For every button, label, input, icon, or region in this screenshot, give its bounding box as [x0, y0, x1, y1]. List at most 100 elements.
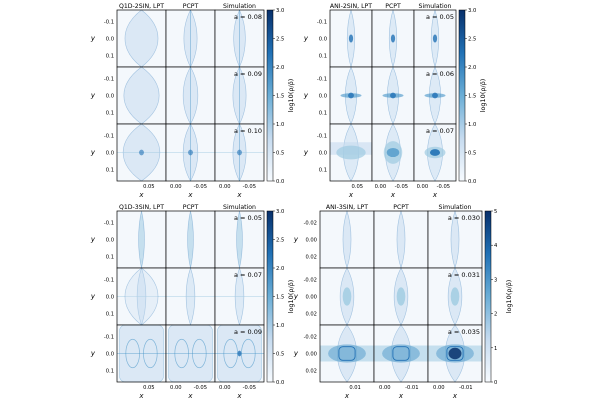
y-tick-label: 0.0 [319, 37, 327, 43]
colorbar-tick-label: 2.0 [276, 266, 284, 272]
colorbar-label: log10(ρ/ρ̄) [287, 79, 295, 113]
x-tick-label: 0.00 [417, 184, 429, 190]
x-tick-label: 0.00 [379, 385, 391, 391]
density-core [188, 149, 193, 156]
density-core [348, 34, 354, 43]
colorbar-tick-label: 3.0 [468, 8, 476, 14]
colorbar-tick-label: 1.5 [468, 94, 476, 100]
y-axis-label: y [90, 350, 96, 358]
colorbar-tick-label: 5 [494, 209, 497, 215]
y-tick-label: 0.0 [106, 37, 114, 43]
colorbar [484, 210, 492, 383]
panel-cell [214, 324, 265, 383]
x-tick-label: -0.05 [395, 184, 408, 190]
x-tick-label: 0.00 [219, 184, 231, 190]
density-core [237, 149, 242, 156]
x-axis-label: x [236, 392, 242, 400]
figure-ani2: ANI-2SIN, LPT PCPT Simulation a = 0.05 -0.1 0… [303, 3, 487, 199]
y-axis-label: y [90, 35, 96, 43]
y-tick-label: 0.0 [106, 238, 114, 244]
x-axis-label: x [398, 392, 404, 400]
y-tick-label: 0.0 [106, 352, 114, 358]
y-tick-label: 0.0 [106, 151, 114, 157]
density-core [382, 344, 420, 363]
panel-cell [319, 210, 375, 269]
panel-cell [373, 210, 429, 269]
x-axis-label: x [187, 191, 193, 199]
panel-cell [116, 210, 167, 269]
panel-cell [165, 324, 216, 383]
y-tick-label: 0.1 [106, 111, 114, 117]
y-axis-label: y [303, 149, 309, 157]
density-core [390, 92, 396, 99]
density-core [390, 34, 396, 43]
panel-cell [373, 267, 429, 326]
colorbar-tick-label: 1.5 [276, 295, 284, 301]
column-title: Simulation [223, 204, 256, 211]
density-core [386, 147, 400, 158]
y-axis-label: y [90, 92, 96, 100]
panel-cell [165, 66, 216, 125]
density-sheet [320, 345, 374, 362]
panel-frame [413, 123, 457, 182]
colorbar-tick-label: 1.0 [468, 122, 476, 128]
y-tick-label: 0.0 [106, 295, 114, 301]
panel-cell [427, 267, 483, 326]
x-tick-label: 0.01 [349, 385, 361, 391]
x-axis-label: x [344, 392, 350, 400]
colorbar-tick-label: 4 [494, 243, 498, 249]
panel-cell [427, 324, 483, 383]
y-tick-label: -0.1 [104, 277, 114, 283]
panel-cell [329, 66, 373, 125]
scale-factor-label: a = 0.030 [448, 214, 480, 222]
caustic-line [392, 346, 410, 361]
scale-factor-label: a = 0.09 [234, 70, 262, 78]
y-axis-label: y [90, 293, 96, 301]
colorbar-tick-label: 1 [494, 346, 497, 352]
panel-cell [165, 267, 216, 326]
density-core [448, 347, 462, 360]
scale-factor-label: a = 0.09 [234, 328, 262, 336]
colorbar-tick-label: 0.0 [276, 179, 284, 185]
panel-cell [319, 267, 375, 326]
panel-frame [427, 324, 483, 383]
y-axis-label: y [293, 236, 299, 244]
x-axis-label: x [138, 191, 144, 199]
y-tick-label: -0.1 [317, 76, 327, 82]
colorbar-tick-label: 3 [494, 277, 497, 283]
column-title: Simulation [419, 3, 452, 10]
column-title: PCPT [393, 204, 409, 211]
y-tick-label: 0.1 [319, 111, 327, 117]
column-title: PCPT [183, 3, 199, 10]
density-core [396, 287, 406, 306]
x-tick-label: -0.05 [243, 385, 256, 391]
scale-factor-label: a = 0.10 [234, 127, 262, 135]
x-axis-label: x [187, 392, 193, 400]
density-core [237, 350, 242, 357]
y-tick-label: -0.1 [104, 76, 114, 82]
y-tick-label: 0.0 [106, 94, 114, 100]
colorbar-label: log10(ρ/ρ̄) [287, 280, 295, 314]
x-tick-label: 0.00 [433, 385, 445, 391]
column-title: PCPT [385, 3, 401, 10]
colorbar-tick-label: 0.5 [276, 151, 284, 157]
y-tick-label: 0.1 [106, 369, 114, 375]
x-tick-label: 0.00 [219, 385, 231, 391]
figure-q1d2: Q1D-2SIN, LPT PCPT Simulation a = 0.08 -0.1 0… [90, 3, 295, 199]
panel-cell [371, 8, 415, 69]
x-tick-label: -0.01 [405, 385, 418, 391]
y-tick-label: 0.1 [106, 54, 114, 60]
panel-cell [373, 324, 429, 383]
x-axis-label: x [390, 191, 396, 199]
density-core [432, 92, 438, 99]
y-tick-label: -0.02 [304, 334, 317, 340]
x-tick-label: 0.05 [143, 385, 155, 391]
panel-frame [214, 123, 265, 182]
panel-cell [214, 66, 265, 125]
scale-factor-label: a = 0.06 [426, 70, 454, 78]
scale-factor-label: a = 0.08 [234, 13, 262, 21]
y-tick-label: -0.02 [304, 220, 317, 226]
scale-factor-label: a = 0.05 [426, 13, 454, 21]
y-axis-label: y [90, 149, 96, 157]
